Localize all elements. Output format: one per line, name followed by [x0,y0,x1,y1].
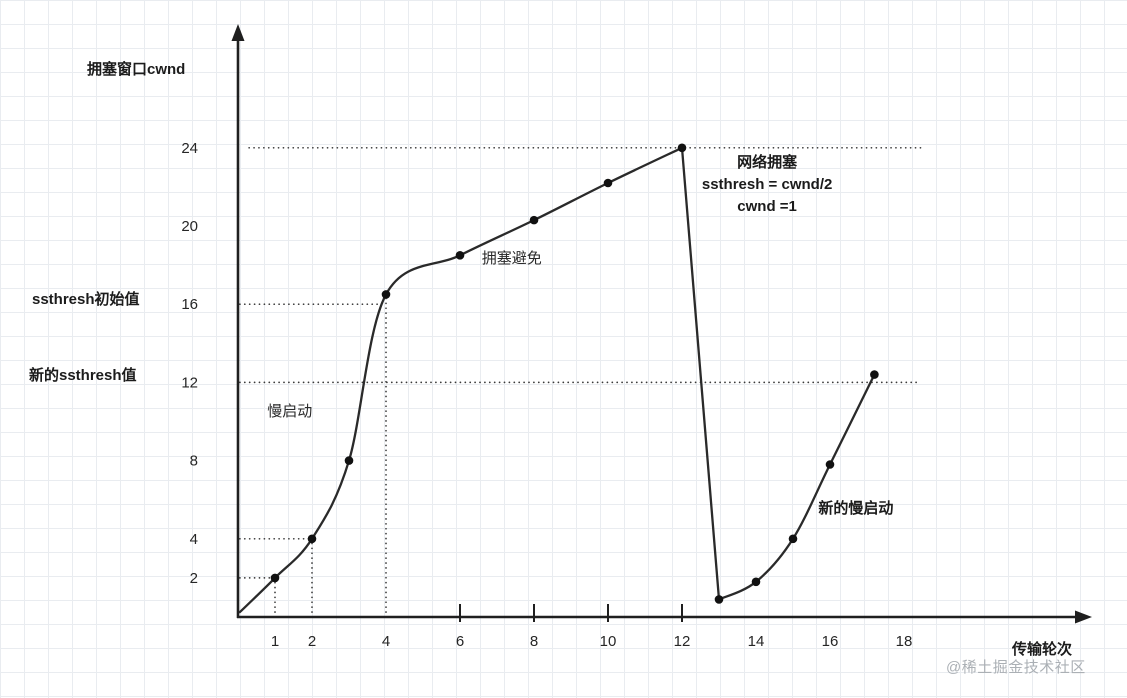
congestion-avoidance-label: 拥塞避免 [482,248,542,270]
network-congestion-label-line: 网络拥塞 [737,154,798,172]
data-point [751,577,761,587]
x-tick-label-12: 12 [674,633,691,650]
data-point [714,595,724,604]
y-tick-label-24: 24 [181,140,198,157]
data-point [529,215,539,225]
network-congestion-label-line: cwnd =1 [737,198,797,216]
new-slow-start-label: 新的慢启动 [818,498,893,520]
data-point [870,370,879,379]
network-congestion-label: 网络拥塞 ssthresh = cwnd/2 cwnd =1 [702,152,832,218]
ssthresh-initial-label: ssthresh初始值 [32,291,140,308]
x-tick-label-1: 1 [271,633,279,650]
x-axis-arrow-icon [1075,610,1092,624]
y-tick-label-8: 8 [190,453,198,470]
data-point [603,178,613,188]
data-point [270,573,280,583]
x-tick-label-18: 18 [896,633,913,650]
slow-start-label: 慢启动 [267,401,312,423]
data-point [307,534,317,544]
x-axis-title: 传输轮次 [1012,641,1073,658]
x-tick-label-6: 6 [456,633,464,650]
data-point [381,290,391,299]
data-point [825,460,835,469]
new-slow-start-label-line: 新的慢启动 [818,500,894,518]
watermark: @稀土掘金技术社区 [946,659,1086,676]
x-tick-label-16: 16 [822,633,839,650]
data-point [455,251,465,260]
y-tick-label-12: 12 [181,374,198,391]
data-point [788,534,798,544]
y-axis-title: 拥塞窗口cwnd [87,61,186,78]
data-point [677,143,687,153]
ssthresh-new-label: 新的ssthresh值 [29,367,137,384]
y-axis-arrow-icon [231,24,245,41]
y-tick-label-2: 2 [190,570,198,587]
network-congestion-label-line: ssthresh = cwnd/2 [701,176,833,194]
x-tick-label-8: 8 [530,633,538,650]
series-slow-start-then-congestion-avoidance [238,146,684,614]
congestion-avoidance-label-line: 拥塞避免 [481,250,542,268]
y-tick-label-16: 16 [181,296,198,313]
slow-start-label-line: 慢启动 [267,402,313,420]
series-new-slow-start [717,373,876,601]
x-tick-label-10: 10 [600,633,617,650]
x-tick-label-14: 14 [748,633,765,650]
y-tick-label-4: 4 [190,531,198,548]
y-tick-label-20: 20 [181,218,198,235]
x-tick-label-2: 2 [308,633,316,650]
series-multiplicative-decrease-drop [680,146,721,601]
data-point [344,456,354,465]
x-tick-label-4: 4 [382,633,390,650]
